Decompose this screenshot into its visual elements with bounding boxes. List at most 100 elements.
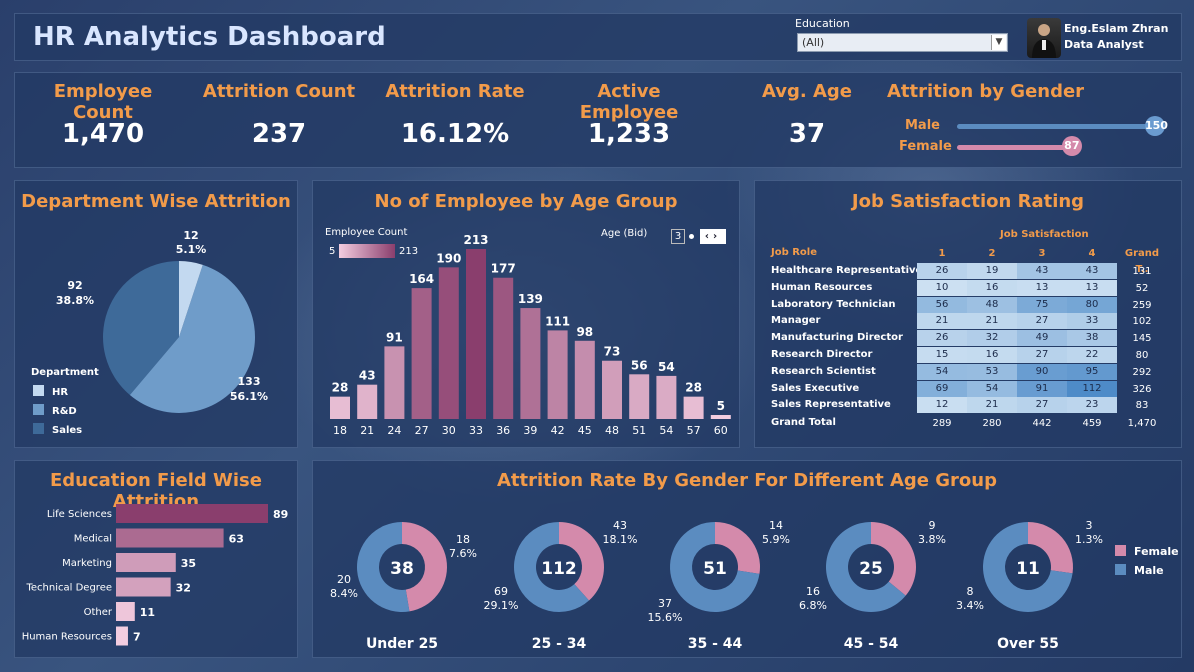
age-bar[interactable] <box>357 384 378 419</box>
chevron-down-icon[interactable]: ▼ <box>991 35 1006 50</box>
age-tick-label: 24 <box>387 424 401 437</box>
pie-slice-sales[interactable] <box>102 261 179 396</box>
legend-item-male[interactable]: Male <box>1115 564 1164 577</box>
column-header: 3 <box>1038 248 1046 259</box>
satisfaction-cell[interactable]: 80 <box>1067 296 1117 313</box>
satisfaction-cell[interactable]: 43 <box>1017 263 1067 279</box>
legend-item-sales[interactable]: Sales <box>33 423 82 436</box>
age-bar[interactable] <box>710 415 731 419</box>
female-count-label: 3 <box>1086 519 1093 532</box>
satisfaction-cell[interactable]: 43 <box>1067 263 1117 279</box>
donut-slice-female[interactable] <box>715 522 760 574</box>
satisfaction-cell[interactable]: 16 <box>967 279 1017 296</box>
age-group-label: Under 25 <box>366 636 438 652</box>
age-bar-value: 190 <box>436 251 461 265</box>
legend-item-rnd[interactable]: R&D <box>33 404 77 417</box>
satisfaction-cell[interactable]: 15 <box>917 347 967 363</box>
age-bar[interactable] <box>547 330 568 419</box>
legend-swatch-rnd <box>33 404 44 415</box>
age-group-label: Over 55 <box>997 636 1059 652</box>
satisfaction-cell[interactable]: 27 <box>1017 313 1067 330</box>
row-total: 145 <box>1132 333 1152 345</box>
donut-slice-male[interactable] <box>514 522 589 612</box>
donut-slice-female[interactable] <box>559 522 604 601</box>
donut-slice-female[interactable] <box>402 522 448 612</box>
pie-slice-hr[interactable] <box>179 261 203 337</box>
satisfaction-cell[interactable]: 21 <box>917 313 967 330</box>
satisfaction-cell[interactable]: 75 <box>1017 296 1067 313</box>
satisfaction-cell[interactable]: 95 <box>1067 363 1117 380</box>
education-bar[interactable] <box>116 626 128 646</box>
legend-label: HR <box>52 387 69 398</box>
department-legend-title: Department <box>31 367 99 378</box>
education-filter-dropdown[interactable]: (All) ▼ <box>797 33 1008 52</box>
bin-stepper[interactable]: ‹› <box>700 229 726 244</box>
legend-item-female[interactable]: Female <box>1115 545 1179 558</box>
age-bar[interactable] <box>493 277 514 419</box>
satisfaction-cell[interactable]: 48 <box>967 296 1017 313</box>
satisfaction-cell[interactable]: 13 <box>1067 279 1117 296</box>
age-bar[interactable] <box>574 340 595 419</box>
satisfaction-cell[interactable]: 27 <box>1017 347 1067 363</box>
age-bin-label: Age (Bid) <box>601 228 648 239</box>
age-bar[interactable] <box>384 346 405 419</box>
satisfaction-cell[interactable]: 33 <box>1067 313 1117 330</box>
row-total: 259 <box>1132 299 1152 311</box>
education-bar-value: 32 <box>176 582 191 595</box>
donut-slice-female[interactable] <box>871 522 916 596</box>
satisfaction-cell[interactable]: 90 <box>1017 363 1067 380</box>
age-bar[interactable] <box>330 396 350 419</box>
male-pct-label: 6.8% <box>799 599 827 612</box>
age-bar[interactable] <box>683 396 704 419</box>
age-group-panel: No of Employee by Age Group Employee Cou… <box>312 180 740 448</box>
donut-slice-male[interactable] <box>670 522 760 612</box>
satisfaction-cell[interactable]: 54 <box>917 363 967 380</box>
pie-slice-rnd[interactable] <box>129 264 255 413</box>
age-bar[interactable] <box>411 288 432 419</box>
satisfaction-cell[interactable]: 23 <box>1067 397 1117 414</box>
job-satisfaction-title: Job Satisfaction Rating <box>851 191 1085 212</box>
satisfaction-cell[interactable]: 21 <box>967 313 1017 330</box>
donut-slice-female[interactable] <box>1028 522 1073 574</box>
satisfaction-cell[interactable]: 19 <box>967 263 1017 279</box>
age-bin-value[interactable]: 3 <box>671 229 685 244</box>
education-bar[interactable] <box>116 504 268 523</box>
satisfaction-cell[interactable]: 27 <box>1017 397 1067 414</box>
education-bar[interactable] <box>116 528 224 548</box>
satisfaction-cell[interactable]: 32 <box>967 330 1017 347</box>
legend-label: Sales <box>52 425 83 436</box>
education-bar[interactable] <box>116 602 135 621</box>
female-label: Female <box>899 139 952 154</box>
age-bar[interactable] <box>602 360 622 419</box>
education-bar[interactable] <box>116 577 171 597</box>
age-bar[interactable] <box>656 375 677 419</box>
satisfaction-cell[interactable]: 54 <box>967 380 1017 397</box>
age-bar[interactable] <box>438 267 459 419</box>
kpi-label-avg-age: Avg. Age <box>761 81 853 102</box>
satisfaction-cell[interactable]: 10 <box>917 279 967 296</box>
satisfaction-cell[interactable]: 22 <box>1067 347 1117 363</box>
satisfaction-cell[interactable]: 12 <box>917 397 967 414</box>
age-bar[interactable] <box>629 374 650 419</box>
satisfaction-cell[interactable]: 53 <box>967 363 1017 380</box>
kpi-label-attrition-count: Attrition Count <box>202 81 356 102</box>
satisfaction-cell[interactable]: 26 <box>917 330 967 347</box>
satisfaction-cell[interactable]: 26 <box>917 263 967 279</box>
donut-slice-male[interactable] <box>357 522 410 612</box>
age-bar[interactable] <box>520 308 541 419</box>
satisfaction-cell[interactable]: 56 <box>917 296 967 313</box>
satisfaction-cell[interactable]: 38 <box>1067 330 1117 347</box>
legend-item-hr[interactable]: HR <box>33 385 68 398</box>
donut-slice-male[interactable] <box>983 522 1073 612</box>
education-bar[interactable] <box>116 553 176 572</box>
donut-slice-male[interactable] <box>825 522 906 612</box>
satisfaction-cell[interactable]: 69 <box>917 380 967 397</box>
age-bar[interactable] <box>466 249 486 419</box>
education-field-panel: Education Field Wise Attrition Life Scie… <box>14 460 298 658</box>
satisfaction-cell[interactable]: 16 <box>967 347 1017 363</box>
satisfaction-cell[interactable]: 91 <box>1017 380 1067 397</box>
satisfaction-cell[interactable]: 49 <box>1017 330 1067 347</box>
satisfaction-cell[interactable]: 13 <box>1017 279 1067 296</box>
satisfaction-cell[interactable]: 112 <box>1067 380 1117 397</box>
satisfaction-cell[interactable]: 21 <box>967 397 1017 414</box>
